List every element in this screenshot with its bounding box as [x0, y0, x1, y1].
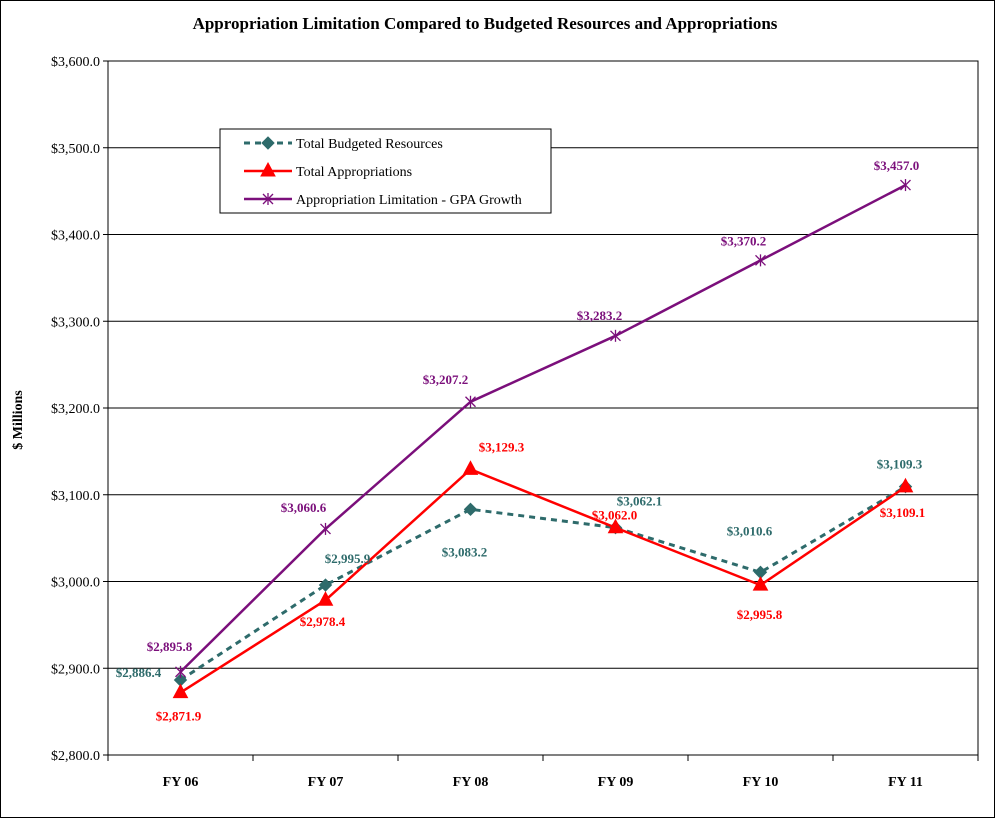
x-tick-label: FY 08	[453, 775, 489, 790]
data-label: $2,995.9	[325, 551, 371, 566]
y-tick-label: $2,900.0	[51, 662, 100, 677]
triangle-marker	[897, 477, 914, 493]
data-label: $3,109.1	[880, 505, 926, 520]
star-marker	[755, 254, 766, 267]
data-label: $3,062.1	[617, 494, 663, 509]
x-tick-label: FY 06	[163, 775, 199, 790]
data-label: $2,978.4	[300, 614, 346, 629]
data-label: $2,871.9	[156, 709, 202, 724]
series-line-appropriation-limitation	[179, 183, 907, 673]
y-tick-label: $3,200.0	[51, 402, 100, 417]
series-layer	[172, 179, 914, 699]
series-line-budgeted-resources	[179, 485, 907, 682]
axes: $2,800.0 $2,900.0 $3,000.0 $3,100.0 $3,200.0…	[51, 55, 979, 790]
data-label: $3,062.0	[592, 508, 638, 523]
triangle-marker	[172, 683, 189, 699]
x-tick-label: FY 10	[743, 775, 779, 790]
chart-title: Appropriation Limitation Compared to Bud…	[193, 14, 778, 33]
data-label: $3,370.2	[721, 233, 767, 248]
y-tick-label: $2,800.0	[51, 749, 100, 764]
legend-label-budgeted-resources: Total Budgeted Resources	[296, 137, 443, 152]
legend: Total Budgeted Resources Total Appropriat…	[219, 128, 552, 214]
data-label: $3,109.3	[877, 457, 923, 472]
y-tick-label: $3,600.0	[51, 55, 100, 70]
x-tick-label: FY 11	[888, 775, 923, 790]
star-marker	[262, 193, 274, 205]
triangle-marker	[462, 460, 479, 475]
data-label: $3,060.6	[281, 500, 327, 515]
data-labels: $2,886.4 $2,995.9 $3,083.2 $3,062.1 $3,010.6…	[116, 158, 926, 724]
star-marker	[320, 522, 331, 535]
data-label: $3,207.2	[423, 372, 469, 387]
triangle-marker	[607, 518, 624, 534]
legend-label-appropriations: Total Appropriations	[296, 165, 412, 180]
y-tick-label: $3,300.0	[51, 315, 100, 330]
data-label: $3,010.6	[727, 523, 773, 538]
star-marker	[900, 179, 911, 192]
triangle-marker	[260, 161, 276, 177]
data-label: $2,886.4	[116, 665, 162, 680]
y-tick-label: $3,400.0	[51, 229, 100, 244]
diamond-marker	[463, 502, 478, 517]
data-label: $2,995.8	[737, 607, 783, 622]
legend-label-appropriation-limitation: Appropriation Limitation - GPA Growth	[296, 193, 522, 208]
data-label: $3,457.0	[874, 158, 920, 173]
star-marker	[610, 329, 621, 342]
triangle-marker	[317, 591, 334, 606]
y-tick-label: $3,000.0	[51, 576, 100, 591]
data-label: $2,895.8	[147, 639, 193, 654]
data-label: $3,083.2	[442, 544, 488, 559]
star-marker	[465, 395, 476, 408]
data-label: $3,129.3	[479, 439, 525, 454]
y-tick-label: $3,500.0	[51, 142, 100, 157]
x-tick-label: FY 09	[598, 775, 634, 790]
diamond-marker	[318, 578, 333, 592]
series-line-appropriations	[179, 468, 907, 694]
triangle-marker	[752, 576, 769, 591]
y-axis-label: $ Millions	[11, 390, 26, 450]
star-marker	[175, 665, 186, 678]
x-tick-label: FY 07	[308, 775, 344, 790]
y-tick-label: $3,100.0	[51, 489, 100, 504]
data-label: $3,283.2	[577, 308, 623, 323]
diamond-marker	[261, 136, 275, 150]
